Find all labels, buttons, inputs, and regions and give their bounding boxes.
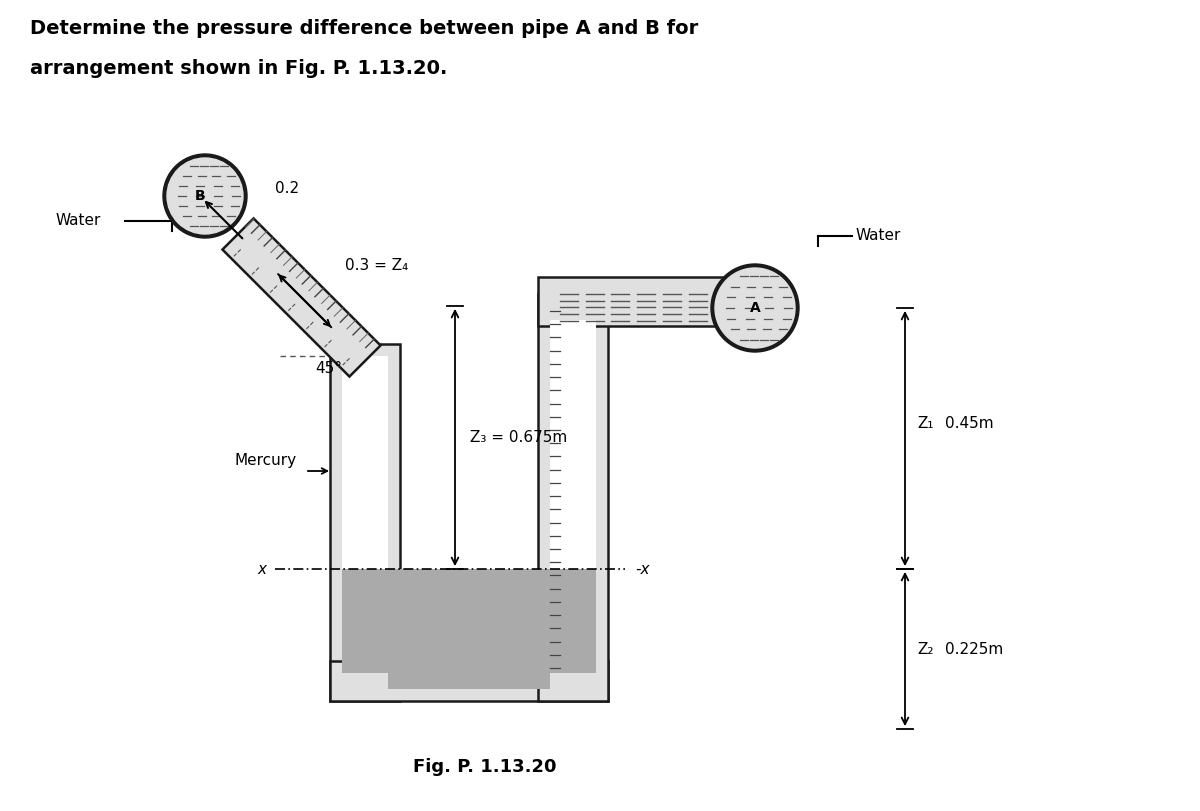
Text: Z₃ = 0.675m: Z₃ = 0.675m bbox=[470, 430, 568, 445]
Bar bbox=[388, 661, 550, 689]
Circle shape bbox=[710, 264, 799, 352]
Bar bbox=[538, 294, 608, 701]
Text: 0.225m: 0.225m bbox=[946, 642, 1003, 656]
Bar bbox=[538, 277, 757, 326]
Text: Fig. P. 1.13.20: Fig. P. 1.13.20 bbox=[413, 758, 557, 776]
Text: B: B bbox=[194, 189, 205, 203]
Polygon shape bbox=[222, 218, 380, 376]
Bar bbox=[330, 344, 400, 701]
Text: Water: Water bbox=[856, 229, 901, 243]
Circle shape bbox=[715, 268, 796, 348]
Text: -x: -x bbox=[635, 561, 649, 577]
Bar bbox=[550, 289, 745, 320]
Bar bbox=[330, 661, 608, 701]
Text: Determine the pressure difference between pipe A and B for: Determine the pressure difference betwee… bbox=[30, 19, 698, 38]
Circle shape bbox=[167, 158, 242, 234]
Bar bbox=[550, 569, 596, 673]
Text: x: x bbox=[258, 561, 266, 577]
Text: 0.2: 0.2 bbox=[275, 182, 299, 196]
Circle shape bbox=[163, 154, 247, 238]
Bar bbox=[388, 569, 550, 689]
Bar bbox=[550, 306, 596, 673]
Text: A: A bbox=[750, 301, 761, 315]
Text: Water: Water bbox=[55, 213, 101, 229]
Text: 0.3 = Z₄: 0.3 = Z₄ bbox=[344, 258, 408, 273]
Text: 45°: 45° bbox=[314, 362, 342, 376]
Text: arrangement shown in Fig. P. 1.13.20.: arrangement shown in Fig. P. 1.13.20. bbox=[30, 59, 448, 78]
Text: Z₂: Z₂ bbox=[917, 642, 934, 656]
Bar bbox=[342, 569, 388, 673]
Text: Mercury: Mercury bbox=[235, 453, 298, 469]
Text: Z₁: Z₁ bbox=[917, 416, 934, 431]
Bar bbox=[342, 356, 388, 673]
Text: 0.45m: 0.45m bbox=[946, 416, 994, 431]
